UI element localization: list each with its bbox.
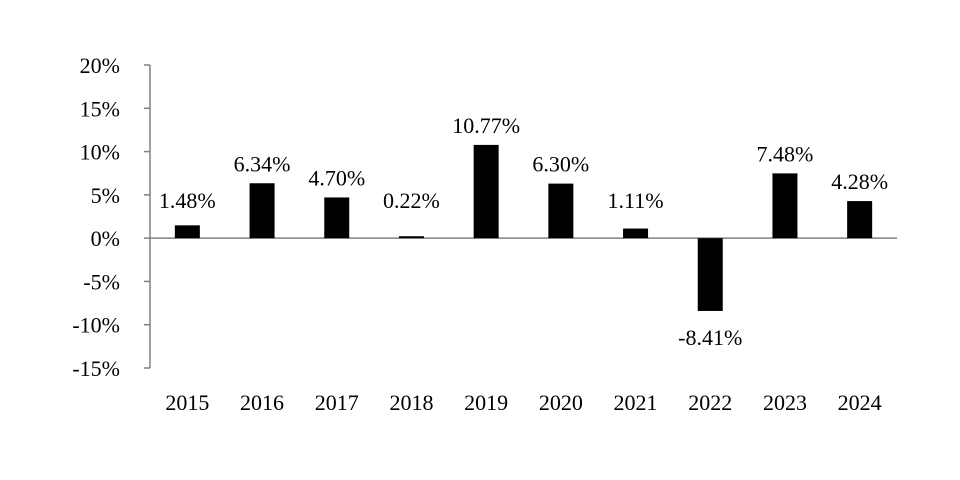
x-tick-label: 2015 [165,390,209,415]
y-tick-label: 10% [80,140,120,165]
bar-2023 [772,173,798,239]
bar-2017 [324,197,350,239]
data-label: 0.22% [383,188,440,213]
x-tick-label: 2024 [838,390,882,415]
data-label: 10.77% [452,113,520,138]
labels: 20% 15% 10% 5% 0% -5% -10% -15% 2015 1.48% 2016 6.3… [72,53,888,415]
data-label: 7.48% [757,141,814,166]
bars [174,144,873,311]
bar-2024 [847,201,873,239]
y-tick-label: 15% [80,96,120,121]
x-tick-label: 2020 [539,390,583,415]
bar-2022 [697,238,723,311]
y-tick-label: -10% [72,313,120,338]
bar-2016 [249,183,275,239]
x-tick-label: 2018 [389,390,433,415]
data-label: 4.28% [831,169,888,194]
bar-2019 [473,144,499,239]
bar-2021 [623,228,649,239]
y-tick-label: -15% [72,356,120,381]
data-label: -8.41% [678,325,742,350]
bar-2018 [398,236,424,239]
data-label: 6.30% [532,152,589,177]
y-tick-label: -5% [83,269,120,294]
y-tick-label: 0% [91,226,120,251]
x-tick-label: 2022 [688,390,732,415]
data-label: 4.70% [308,165,365,190]
bar-2015 [174,225,200,239]
data-label: 1.48% [159,188,216,213]
data-label: 6.34% [234,151,291,176]
data-label: 1.11% [608,188,664,213]
y-tick-label: 20% [80,53,120,78]
x-tick-label: 2023 [763,390,807,415]
x-tick-label: 2017 [315,390,359,415]
x-tick-label: 2019 [464,390,508,415]
x-tick-label: 2021 [614,390,658,415]
bar-2020 [548,183,574,239]
x-tick-label: 2016 [240,390,284,415]
y-tick-label: 5% [91,183,120,208]
